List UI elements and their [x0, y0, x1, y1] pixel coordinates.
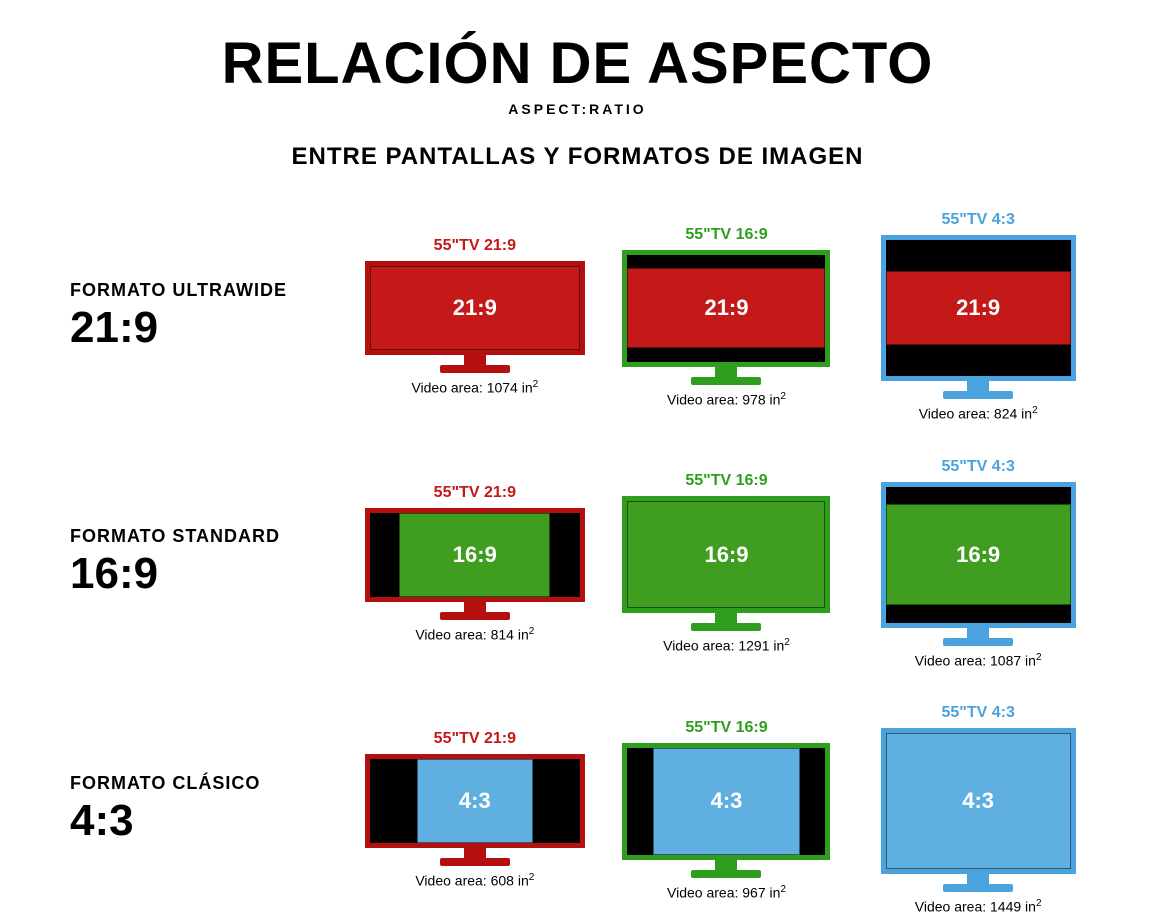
tv-screen: 16:9 [622, 496, 830, 613]
tv-title: 55"TV 4:3 [941, 704, 1014, 722]
tv-stand-neck [967, 874, 989, 884]
tv-inner: 4:3 [627, 748, 825, 855]
tv-title: 55"TV 16:9 [685, 719, 767, 737]
tv-screen: 4:3 [365, 754, 585, 848]
tv-stand-base [943, 391, 1013, 399]
tv-inner: 16:9 [627, 501, 825, 608]
tv-inner: 16:9 [370, 513, 580, 597]
tv-title: 55"TV 21:9 [434, 484, 516, 502]
video-area-caption: Video area: 824 in2 [919, 405, 1038, 422]
tv-inner: 21:9 [370, 266, 580, 350]
tv-cell: 55"TV 4:3 16:9 Video area: 1087 in2 [861, 458, 1095, 669]
tv-cell: 55"TV 21:9 16:9 Video area: 814 in2 [358, 484, 592, 643]
tv-stand-base [440, 612, 510, 620]
video-content: 4:3 [886, 733, 1071, 869]
tv-stand-base [691, 870, 761, 878]
tv-screen: 21:9 [365, 261, 585, 355]
video-content: 21:9 [370, 266, 580, 350]
video-area-caption: Video area: 1087 in2 [915, 652, 1042, 669]
tv-screen: 4:3 [622, 743, 830, 860]
tv-stand-neck [715, 367, 737, 377]
tv-screen: 4:3 [881, 728, 1076, 874]
tv-inner: 4:3 [886, 733, 1071, 869]
tv-icon: 16:9 [622, 496, 830, 613]
tv-stand-neck [464, 848, 486, 858]
tv-inner: 21:9 [886, 240, 1071, 376]
video-area-caption: Video area: 1074 in2 [411, 379, 538, 396]
tv-stand-neck [715, 860, 737, 870]
tv-cell: 55"TV 16:9 16:9 Video area: 1291 in2 [610, 472, 844, 654]
tv-cell: 55"TV 16:9 4:3 Video area: 967 in2 [610, 719, 844, 901]
tv-cell: 55"TV 21:9 4:3 Video area: 608 in2 [358, 730, 592, 889]
video-content: 16:9 [886, 504, 1071, 605]
subtitle: ASPECT:RATIO [60, 101, 1095, 117]
tv-stand-neck [967, 628, 989, 638]
tv-stand-base [691, 623, 761, 631]
tv-stand-neck [464, 355, 486, 365]
tv-stand-base [440, 858, 510, 866]
tv-stand-neck [464, 602, 486, 612]
tv-icon: 16:9 [881, 482, 1076, 628]
tv-cell: 55"TV 16:9 21:9 Video area: 978 in2 [610, 226, 844, 408]
tv-icon: 21:9 [622, 250, 830, 367]
format-ratio: 16:9 [70, 549, 340, 599]
video-area-caption: Video area: 967 in2 [667, 884, 786, 901]
tv-screen: 16:9 [881, 482, 1076, 628]
tv-stand-base [440, 365, 510, 373]
tv-icon: 4:3 [881, 728, 1076, 874]
tv-cell: 55"TV 4:3 4:3 Video area: 1449 in2 [861, 704, 1095, 915]
format-ratio: 4:3 [70, 796, 340, 846]
main-title: RELACIÓN DE ASPECTO [60, 30, 1095, 97]
tv-screen: 16:9 [365, 508, 585, 602]
video-content: 4:3 [417, 759, 533, 843]
tv-stand-base [691, 377, 761, 385]
tv-stand-base [943, 638, 1013, 646]
row-label: FORMATO CLÁSICO4:3 [60, 773, 340, 846]
video-content: 4:3 [653, 748, 800, 855]
tv-inner: 16:9 [886, 487, 1071, 623]
tv-stand-base [943, 884, 1013, 892]
video-area-caption: Video area: 1449 in2 [915, 898, 1042, 915]
format-name: FORMATO STANDARD [70, 526, 340, 547]
video-content: 21:9 [886, 271, 1071, 346]
tv-cell: 55"TV 4:3 21:9 Video area: 824 in2 [861, 211, 1095, 422]
video-area-caption: Video area: 1291 in2 [663, 637, 790, 654]
video-area-caption: Video area: 814 in2 [415, 626, 534, 643]
header: RELACIÓN DE ASPECTO ASPECT:RATIO ENTRE P… [60, 30, 1095, 171]
tv-inner: 4:3 [370, 759, 580, 843]
tv-title: 55"TV 21:9 [434, 730, 516, 748]
tv-screen: 21:9 [622, 250, 830, 367]
video-content: 16:9 [399, 513, 550, 597]
format-name: FORMATO CLÁSICO [70, 773, 340, 794]
tv-icon: 21:9 [881, 235, 1076, 381]
video-content: 21:9 [627, 268, 825, 348]
tv-stand-neck [967, 381, 989, 391]
row-label: FORMATO STANDARD16:9 [60, 526, 340, 599]
aspect-ratio-grid: FORMATO ULTRAWIDE21:955"TV 21:921:9Video… [60, 211, 1095, 915]
video-content: 16:9 [627, 501, 825, 608]
tv-title: 55"TV 16:9 [685, 472, 767, 490]
row-label: FORMATO ULTRAWIDE21:9 [60, 280, 340, 353]
video-area-caption: Video area: 978 in2 [667, 391, 786, 408]
subheading: ENTRE PANTALLAS Y FORMATOS DE IMAGEN [60, 143, 1095, 171]
tv-cell: 55"TV 21:9 21:9 Video area: 1074 in2 [358, 237, 592, 396]
tv-screen: 21:9 [881, 235, 1076, 381]
tv-title: 55"TV 4:3 [941, 458, 1014, 476]
format-ratio: 21:9 [70, 303, 340, 353]
video-area-caption: Video area: 608 in2 [415, 872, 534, 889]
tv-inner: 21:9 [627, 255, 825, 362]
tv-icon: 21:9 [365, 261, 585, 355]
tv-stand-neck [715, 613, 737, 623]
tv-icon: 4:3 [622, 743, 830, 860]
tv-title: 55"TV 21:9 [434, 237, 516, 255]
format-name: FORMATO ULTRAWIDE [70, 280, 340, 301]
tv-icon: 4:3 [365, 754, 585, 848]
tv-icon: 16:9 [365, 508, 585, 602]
tv-title: 55"TV 16:9 [685, 226, 767, 244]
tv-title: 55"TV 4:3 [941, 211, 1014, 229]
